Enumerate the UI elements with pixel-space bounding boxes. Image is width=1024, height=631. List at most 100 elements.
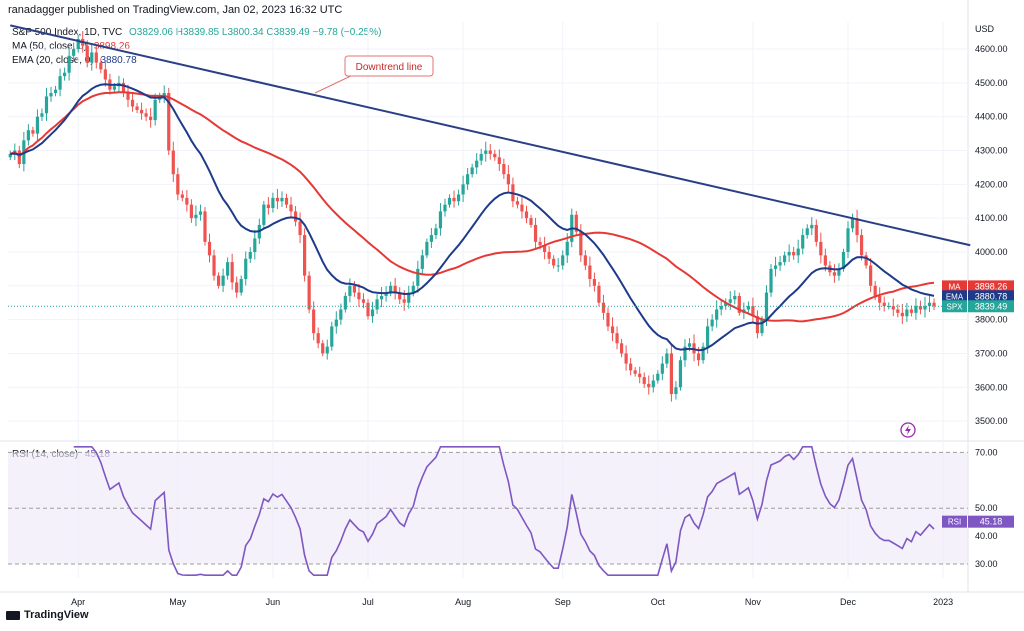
candle bbox=[832, 264, 837, 283]
candle bbox=[53, 85, 58, 97]
candle-body bbox=[484, 150, 488, 154]
candle-body bbox=[687, 343, 692, 347]
candle bbox=[149, 108, 153, 128]
candle bbox=[289, 196, 293, 219]
badge-value-bg bbox=[968, 300, 1014, 313]
time-tick-label: 2023 bbox=[933, 597, 953, 607]
candle-body bbox=[755, 316, 760, 334]
time-tick-label: Apr bbox=[71, 597, 85, 607]
candle-body bbox=[90, 52, 94, 63]
candle-body bbox=[316, 333, 320, 344]
candle-body bbox=[760, 319, 764, 334]
candle bbox=[778, 255, 782, 271]
candle-body bbox=[918, 306, 923, 310]
candle-body bbox=[837, 268, 841, 276]
candle-body bbox=[85, 45, 89, 63]
candle-body bbox=[878, 295, 882, 303]
candle bbox=[900, 303, 904, 325]
candle bbox=[185, 190, 189, 212]
candle bbox=[171, 141, 175, 183]
candle bbox=[665, 348, 669, 368]
candle bbox=[891, 298, 895, 317]
legend-main: S&P 500 Index, 1D, TVC O3829.06 H3839.85… bbox=[12, 26, 381, 40]
badge-tag: EMA bbox=[946, 292, 964, 301]
candle bbox=[552, 255, 556, 269]
candle-body bbox=[606, 312, 610, 327]
legend-ema-value: 3880.78 bbox=[100, 55, 137, 66]
candle-body bbox=[438, 211, 443, 229]
price-tick-label: 4500.00 bbox=[975, 78, 1008, 88]
candle bbox=[248, 247, 252, 264]
candle bbox=[746, 301, 750, 314]
candle-body bbox=[909, 309, 913, 313]
candle-body bbox=[244, 258, 248, 280]
candle bbox=[8, 150, 12, 161]
annotation-label: Downtrend line bbox=[356, 62, 423, 73]
candle-body bbox=[891, 306, 895, 310]
candle-body bbox=[434, 228, 438, 236]
candle-body bbox=[366, 302, 370, 317]
candle bbox=[470, 163, 474, 178]
candle bbox=[497, 149, 501, 171]
rsi-tick-label: 70.00 bbox=[975, 447, 998, 457]
candle-body bbox=[456, 194, 461, 202]
candle bbox=[58, 68, 62, 97]
candle-body bbox=[126, 93, 130, 100]
candle bbox=[35, 109, 40, 141]
candle-body bbox=[447, 197, 452, 205]
candle bbox=[321, 340, 325, 357]
candle-body bbox=[497, 157, 501, 165]
candle-body bbox=[339, 309, 343, 320]
candle-body bbox=[674, 387, 678, 395]
candle-body bbox=[533, 224, 538, 242]
candle bbox=[135, 103, 139, 114]
rsi-tick-label: 50.00 bbox=[975, 503, 998, 513]
candle bbox=[610, 317, 615, 342]
candle-body bbox=[203, 211, 207, 242]
candle bbox=[710, 314, 714, 332]
candle bbox=[280, 191, 284, 207]
candle-body bbox=[40, 113, 44, 117]
candle bbox=[275, 188, 280, 210]
footer-label: TradingView bbox=[24, 609, 89, 621]
candle-body bbox=[275, 197, 280, 202]
time-tick-label: Oct bbox=[651, 597, 666, 607]
badge-value: 3839.49 bbox=[975, 301, 1008, 311]
currency-label: USD bbox=[975, 24, 995, 34]
candle-body bbox=[307, 275, 311, 310]
rsi-badge: RSI 45.18 bbox=[942, 515, 1014, 528]
candle bbox=[325, 339, 329, 360]
candle-body bbox=[565, 241, 569, 256]
legend-ma-label: MA (50, close, 0) bbox=[12, 41, 88, 52]
candle-body bbox=[488, 150, 492, 154]
candle bbox=[669, 344, 673, 402]
candle bbox=[194, 205, 198, 227]
candle bbox=[72, 42, 76, 62]
candle bbox=[293, 205, 298, 227]
candle-body bbox=[384, 292, 388, 296]
candle-body bbox=[357, 292, 361, 300]
candle-body bbox=[665, 353, 669, 364]
candle-body bbox=[529, 218, 533, 225]
candle-body bbox=[262, 204, 266, 225]
candle-body bbox=[515, 201, 520, 205]
lightning-icon-ring bbox=[900, 422, 916, 438]
badge-tag: MA bbox=[949, 282, 962, 291]
candle bbox=[619, 338, 624, 358]
candle-body bbox=[506, 174, 510, 185]
candle bbox=[198, 204, 203, 221]
candle bbox=[678, 356, 683, 391]
candle bbox=[203, 207, 207, 246]
candle bbox=[226, 257, 230, 280]
rsi-tick-label: 40.00 bbox=[975, 531, 998, 541]
candle bbox=[475, 153, 479, 175]
candle bbox=[869, 258, 873, 293]
candle-body bbox=[547, 251, 551, 259]
candle-body bbox=[864, 255, 868, 266]
badge-tag-bg bbox=[942, 300, 967, 313]
candle-body bbox=[239, 279, 243, 293]
candle-body bbox=[475, 160, 479, 168]
candle bbox=[370, 301, 375, 323]
candle-body bbox=[579, 231, 583, 256]
